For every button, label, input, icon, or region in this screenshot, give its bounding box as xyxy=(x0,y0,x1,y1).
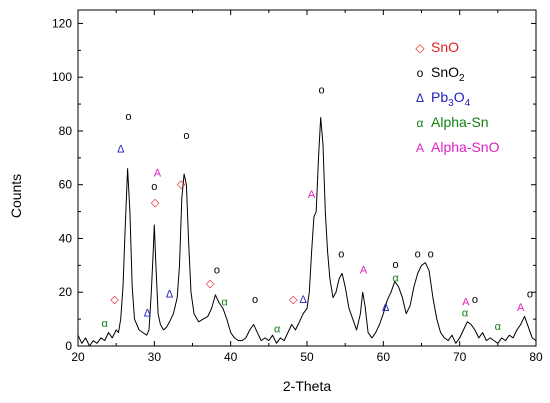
legend-label: Pb3O4 xyxy=(431,89,471,109)
legend-symbol: o xyxy=(417,66,424,80)
legend: ◇ SnO o SnO2 Δ Pb3O4 α Alpha-Sn A Alpha-SnO xyxy=(415,39,499,155)
y-tick-label: 80 xyxy=(59,124,73,138)
peak-marker: o xyxy=(428,248,434,260)
series-layer xyxy=(77,117,537,347)
peak-marker: ◇ xyxy=(110,294,119,306)
peak-marker: o xyxy=(252,294,258,306)
y-tick-label: 0 xyxy=(65,339,72,353)
peak-marker: A xyxy=(154,168,162,180)
y-tick-label: 60 xyxy=(59,178,73,192)
peak-marker: α xyxy=(495,321,502,333)
legend-label: SnO2 xyxy=(431,64,465,84)
peak-marker: o xyxy=(392,259,398,271)
peak-marker: o xyxy=(415,248,421,260)
legend-symbol: A xyxy=(416,141,424,155)
legend-symbol: α xyxy=(417,116,424,130)
peak-marker: ◇ xyxy=(206,278,215,290)
peak-marker: A xyxy=(517,302,525,314)
peak-marker: A xyxy=(308,189,316,201)
peak-marker: ◇ xyxy=(289,294,298,306)
peak-marker: α xyxy=(221,297,228,309)
x-tick-label: 50 xyxy=(300,350,314,364)
peak-marker: o xyxy=(183,130,189,142)
peak-marker: ◇ xyxy=(151,197,160,209)
legend-symbol: ◇ xyxy=(415,41,425,55)
peak-marker: o xyxy=(338,248,344,260)
peak-marker: Δ xyxy=(166,289,174,301)
peak-marker: o xyxy=(214,264,220,276)
peak-marker: o xyxy=(125,111,131,123)
peak-marker: o xyxy=(527,289,533,301)
x-axis-title: 2-Theta xyxy=(283,378,331,394)
peak-marker: Δ xyxy=(144,307,152,319)
peak-marker: Δ xyxy=(117,143,125,155)
peak-marker: o xyxy=(318,84,324,96)
peak-marker: α xyxy=(274,324,281,336)
plot-frame xyxy=(77,9,537,347)
peak-marker: Δ xyxy=(382,302,390,314)
y-tick-label: 20 xyxy=(59,285,73,299)
y-tick-label: 40 xyxy=(59,231,73,245)
x-tick-label: 80 xyxy=(529,350,543,364)
peak-marker: o xyxy=(472,294,478,306)
y-tick-label: 100 xyxy=(52,70,72,84)
peak-marker: α xyxy=(462,307,469,319)
x-tick-label: 20 xyxy=(71,350,85,364)
x-tick-label: 60 xyxy=(377,350,391,364)
peak-marker: o xyxy=(151,181,157,193)
xrd-pattern-line xyxy=(77,117,537,347)
peak-marker: α xyxy=(102,318,109,330)
peak-marker: Δ xyxy=(300,294,308,306)
x-tick-label: 30 xyxy=(148,350,162,364)
peak-marker: ◇ xyxy=(177,178,186,190)
peak-marker: A xyxy=(462,297,470,309)
peak-marker: α xyxy=(392,272,399,284)
x-tick-label: 40 xyxy=(224,350,238,364)
legend-label: Alpha-SnO xyxy=(431,139,500,155)
x-tick-label: 70 xyxy=(453,350,467,364)
legend-label: Alpha-Sn xyxy=(431,114,489,130)
legend-label: SnO xyxy=(431,39,459,55)
y-axis-title: Counts xyxy=(8,174,24,218)
legend-symbol: Δ xyxy=(416,91,424,105)
y-tick-label: 120 xyxy=(52,16,72,30)
peak-marker: A xyxy=(360,264,368,276)
